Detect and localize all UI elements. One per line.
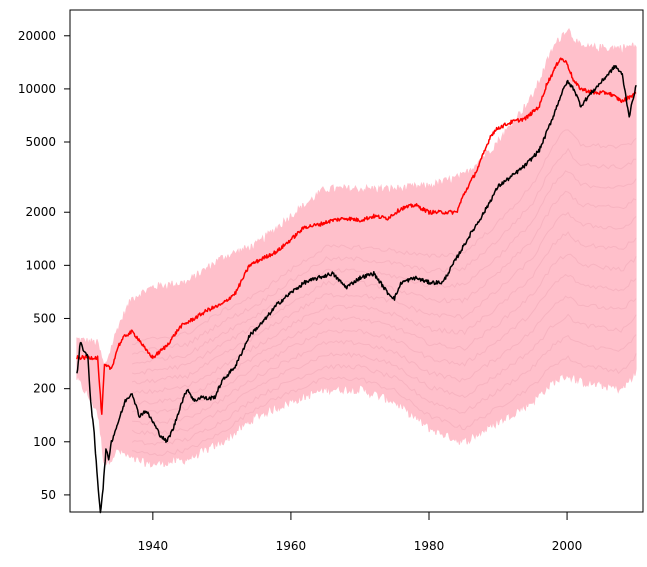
envelope-strand: [131, 147, 637, 355]
envelope-strand: [131, 170, 637, 365]
y-tick-label: 50: [41, 488, 56, 502]
envelope-strand: [132, 129, 637, 346]
simulation-envelope-band: [76, 28, 637, 468]
red-series-line: [76, 57, 637, 415]
series-lines: [76, 57, 637, 514]
y-tick-label: 500: [33, 311, 56, 325]
y-tick-label: 5000: [25, 135, 56, 149]
envelope-strand: [131, 190, 637, 375]
y-tick-label: 1000: [25, 258, 56, 272]
y-tick-label: 200: [33, 382, 56, 396]
x-tick-label: 1960: [276, 539, 307, 553]
y-tick-label: 20000: [18, 29, 56, 43]
envelope-strand: [132, 353, 637, 457]
envelope-strand: [131, 211, 637, 385]
envelope-strand: [131, 231, 637, 394]
x-tick-label: 1980: [414, 539, 445, 553]
x-tick-label: 1940: [138, 539, 169, 553]
y-axis: 50 100 200 500 1000 2000 5000 10000 20000: [18, 29, 70, 502]
x-tick-label: 2000: [552, 539, 583, 553]
envelope-strand: [131, 253, 637, 405]
y-tick-label: 100: [33, 435, 56, 449]
envelope-strand: [131, 273, 637, 415]
envelope-strand: [132, 295, 637, 426]
x-axis: 1940 1960 1980 2000: [138, 512, 583, 553]
y-tick-label: 2000: [25, 205, 56, 219]
plot-frame: [69, 9, 644, 513]
envelope-strand: [131, 313, 637, 437]
envelope-strand: [131, 334, 637, 446]
y-tick-label: 10000: [18, 82, 56, 96]
black-series-line: [76, 64, 637, 514]
envelope-area: [76, 28, 637, 468]
